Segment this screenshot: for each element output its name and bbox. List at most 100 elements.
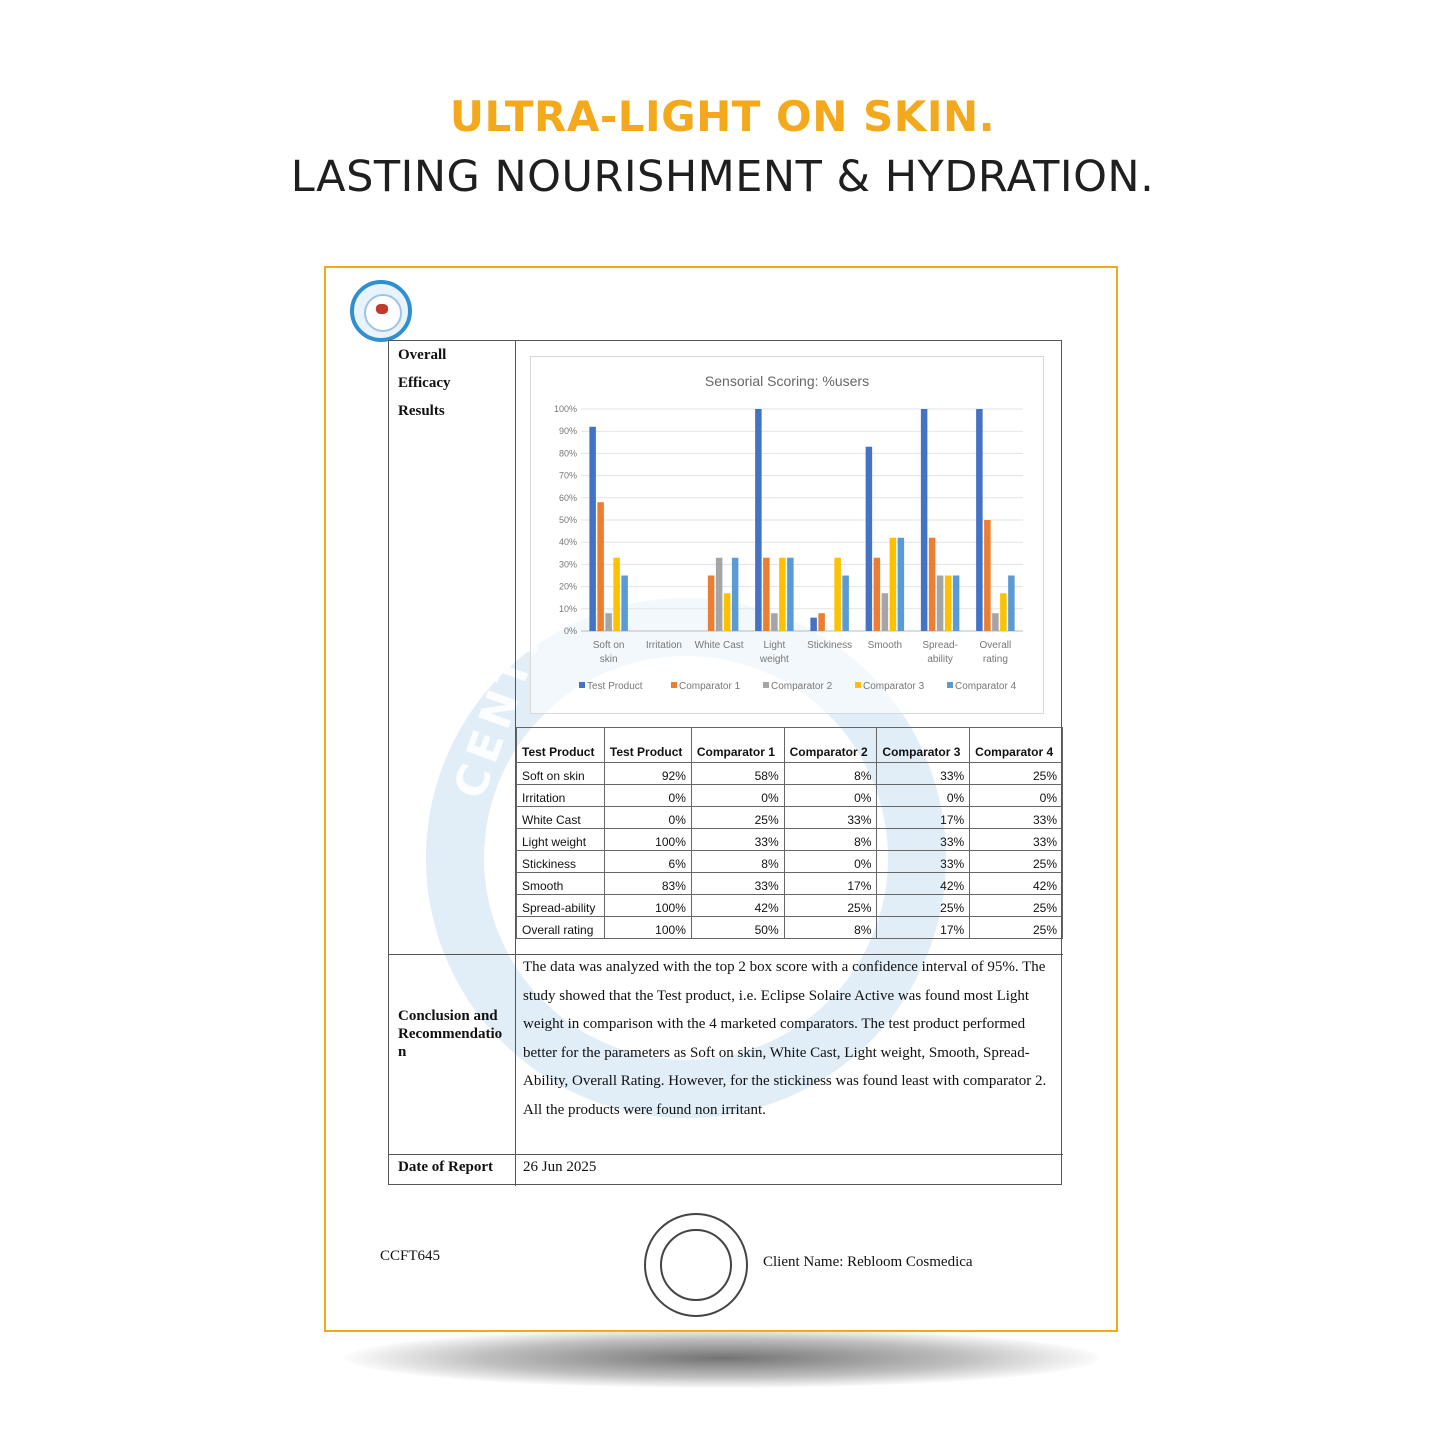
x-tick-label: rating (983, 654, 1008, 665)
y-tick-label: 40% (559, 537, 577, 547)
table-cell: 0% (969, 784, 1063, 807)
legend-swatch (855, 682, 861, 688)
x-tick-label: Light (764, 640, 786, 651)
table-cell: 25% (969, 762, 1063, 785)
bar (763, 557, 770, 631)
bar (779, 557, 786, 631)
bar (723, 593, 731, 631)
results-table-header: Test Product Test Product Comparator 1 Comp… (516, 727, 1063, 763)
x-tick-label: Smooth (868, 640, 902, 651)
table-cell: 33% (876, 828, 971, 851)
bar (944, 575, 952, 631)
table-cell: 83% (603, 872, 692, 895)
column-header: Test Product (603, 727, 692, 763)
table-cell: 0% (783, 784, 878, 807)
table-cell: 0% (690, 784, 785, 807)
bar (842, 575, 849, 631)
bar (984, 520, 991, 631)
bar (881, 593, 889, 631)
row-label: White Cast (516, 806, 605, 829)
report-document: CENTRE FO Overall Efficacy Results Concl… (324, 266, 1118, 1332)
table-cell: 25% (969, 916, 1063, 939)
table-cell: 25% (690, 806, 785, 829)
table-cell: 25% (969, 894, 1063, 917)
table-cell: 0% (603, 784, 692, 807)
y-tick-label: 50% (559, 515, 577, 525)
results-table: Test Product Test Product Comparator 1 Comp… (516, 727, 1063, 939)
bar (928, 537, 936, 631)
bar (715, 557, 723, 631)
table-cell: 8% (690, 850, 785, 873)
y-tick-label: 60% (559, 493, 577, 503)
conclusion-text: The data was analyzed with the top 2 box… (523, 959, 1047, 1118)
column-header: Comparator 3 (876, 727, 971, 763)
x-tick-label: Overall (980, 640, 1012, 651)
x-tick-label: weight (759, 654, 789, 665)
y-tick-label: 20% (559, 582, 577, 592)
table-cell: 8% (783, 916, 878, 939)
bar (605, 613, 612, 631)
legend-swatch (671, 682, 677, 688)
bar (771, 613, 778, 631)
table-cell: 8% (783, 828, 878, 851)
table-cell: 100% (603, 828, 692, 851)
legend-swatch (763, 682, 769, 688)
x-tick-label: Spread- (922, 640, 958, 651)
bar (992, 613, 999, 631)
y-tick-label: 0% (564, 626, 577, 636)
table-cell: 33% (876, 762, 971, 785)
x-tick-label: Irritation (646, 640, 682, 651)
row-label: Overall rating (516, 916, 605, 939)
table-cell: 25% (783, 894, 878, 917)
bar (818, 613, 825, 631)
bar (920, 409, 928, 631)
column-header: Comparator 4 (969, 727, 1063, 763)
table-cell: 33% (783, 806, 878, 829)
legend-label: Comparator 4 (955, 681, 1017, 692)
seal-stamp-icon (644, 1213, 748, 1317)
table-cell: 0% (603, 806, 692, 829)
x-tick-label: White Cast (695, 640, 744, 651)
headline-primary: ULTRA-LIGHT ON SKIN. (449, 92, 996, 141)
bar (936, 575, 944, 631)
table-cell: 33% (876, 850, 971, 873)
table-row: Stickiness 6% 8% 0% 33% 25% (516, 850, 1063, 873)
bar (865, 446, 873, 631)
bar (597, 502, 604, 631)
legend-label: Comparator 1 (679, 681, 741, 692)
report-code: CCFT645 (380, 1248, 441, 1264)
table-cell: 58% (690, 762, 785, 785)
table-cell: 42% (876, 872, 971, 895)
table-cell: 25% (876, 894, 971, 917)
table-cell: 33% (690, 872, 785, 895)
legend-swatch (947, 682, 953, 688)
y-tick-label: 80% (559, 448, 577, 458)
table-cell: 33% (969, 828, 1063, 851)
chart-title: Sensorial Scoring: %users (704, 373, 870, 389)
x-tick-label: Soft on (593, 640, 625, 651)
bar (787, 557, 794, 631)
table-cell: 100% (603, 916, 692, 939)
conclusion-label-1: Conclusion and (398, 1008, 498, 1024)
table-cell: 17% (876, 916, 971, 939)
row-label: Stickiness (516, 850, 605, 873)
bar (731, 557, 739, 631)
table-row: Smooth 83% 33% 17% 42% 42% (516, 872, 1063, 895)
bar (613, 557, 620, 631)
sensorial-chart: Sensorial Scoring: %users 0% 10% 20% 30% 40%… (530, 356, 1044, 714)
headline-secondary: LASTING NOURISHMENT & HYDRATION. (290, 152, 1155, 202)
table-cell: 92% (603, 762, 692, 785)
table-cell: 8% (783, 762, 878, 785)
page-shadow (345, 1328, 1100, 1388)
date-label: Date of Report (398, 1159, 493, 1175)
lab-logo-icon (350, 280, 412, 342)
table-row: Irritation 0% 0% 0% 0% 0% (516, 784, 1063, 807)
bar (897, 537, 905, 631)
table-cell: 0% (783, 850, 878, 873)
table-row: Overall rating 100% 50% 8% 17% 25% (516, 916, 1063, 939)
column-header: Comparator 2 (783, 727, 878, 763)
column-header: Comparator 1 (690, 727, 785, 763)
report-date: 26 Jun 2025 (523, 1159, 597, 1175)
x-tick-label: ability (927, 654, 953, 665)
y-tick-label: 100% (554, 404, 577, 414)
